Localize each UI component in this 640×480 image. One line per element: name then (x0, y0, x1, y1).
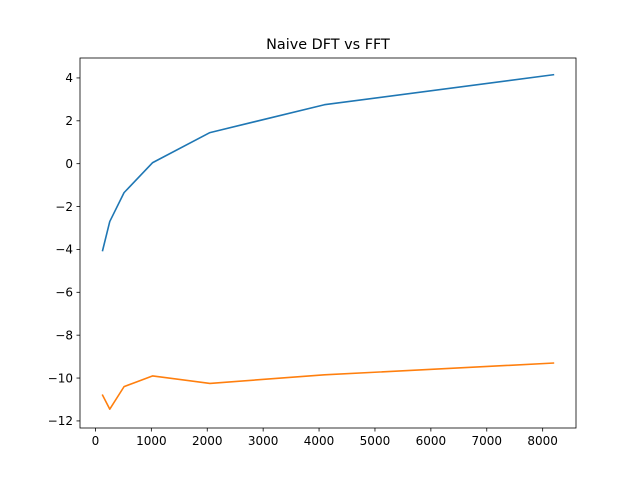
x-tick-label: 2000 (192, 434, 223, 448)
x-tick-label: 3000 (248, 434, 279, 448)
x-tick-label: 1000 (136, 434, 167, 448)
x-tick-label: 0 (92, 434, 100, 448)
y-tick-label: −12 (48, 414, 73, 428)
x-tick-label: 8000 (527, 434, 558, 448)
y-tick-label: −6 (55, 286, 73, 300)
y-tick-label: 4 (65, 71, 73, 85)
y-tick-label: 0 (65, 157, 73, 171)
x-tick-label: 5000 (360, 434, 391, 448)
series-line-1 (101, 73, 555, 252)
y-tick-label: −2 (55, 200, 73, 214)
y-tick-label: 2 (65, 114, 73, 128)
y-tick-label: −4 (55, 243, 73, 257)
x-tick-label: 7000 (471, 434, 502, 448)
axes-frame (79, 57, 577, 429)
axes-layer: 0 1000 2000 3000 4000 5000 6000 7000 8000 −12 −10 −… (48, 57, 577, 448)
series-line-2 (101, 362, 555, 410)
chart-title: Naive DFT vs FFT (266, 37, 390, 53)
x-tick-label: 4000 (304, 434, 335, 448)
x-tick-label: 6000 (416, 434, 447, 448)
y-tick-label: −8 (55, 328, 73, 342)
series-layer (101, 73, 555, 410)
y-tick-label: −10 (48, 371, 73, 385)
